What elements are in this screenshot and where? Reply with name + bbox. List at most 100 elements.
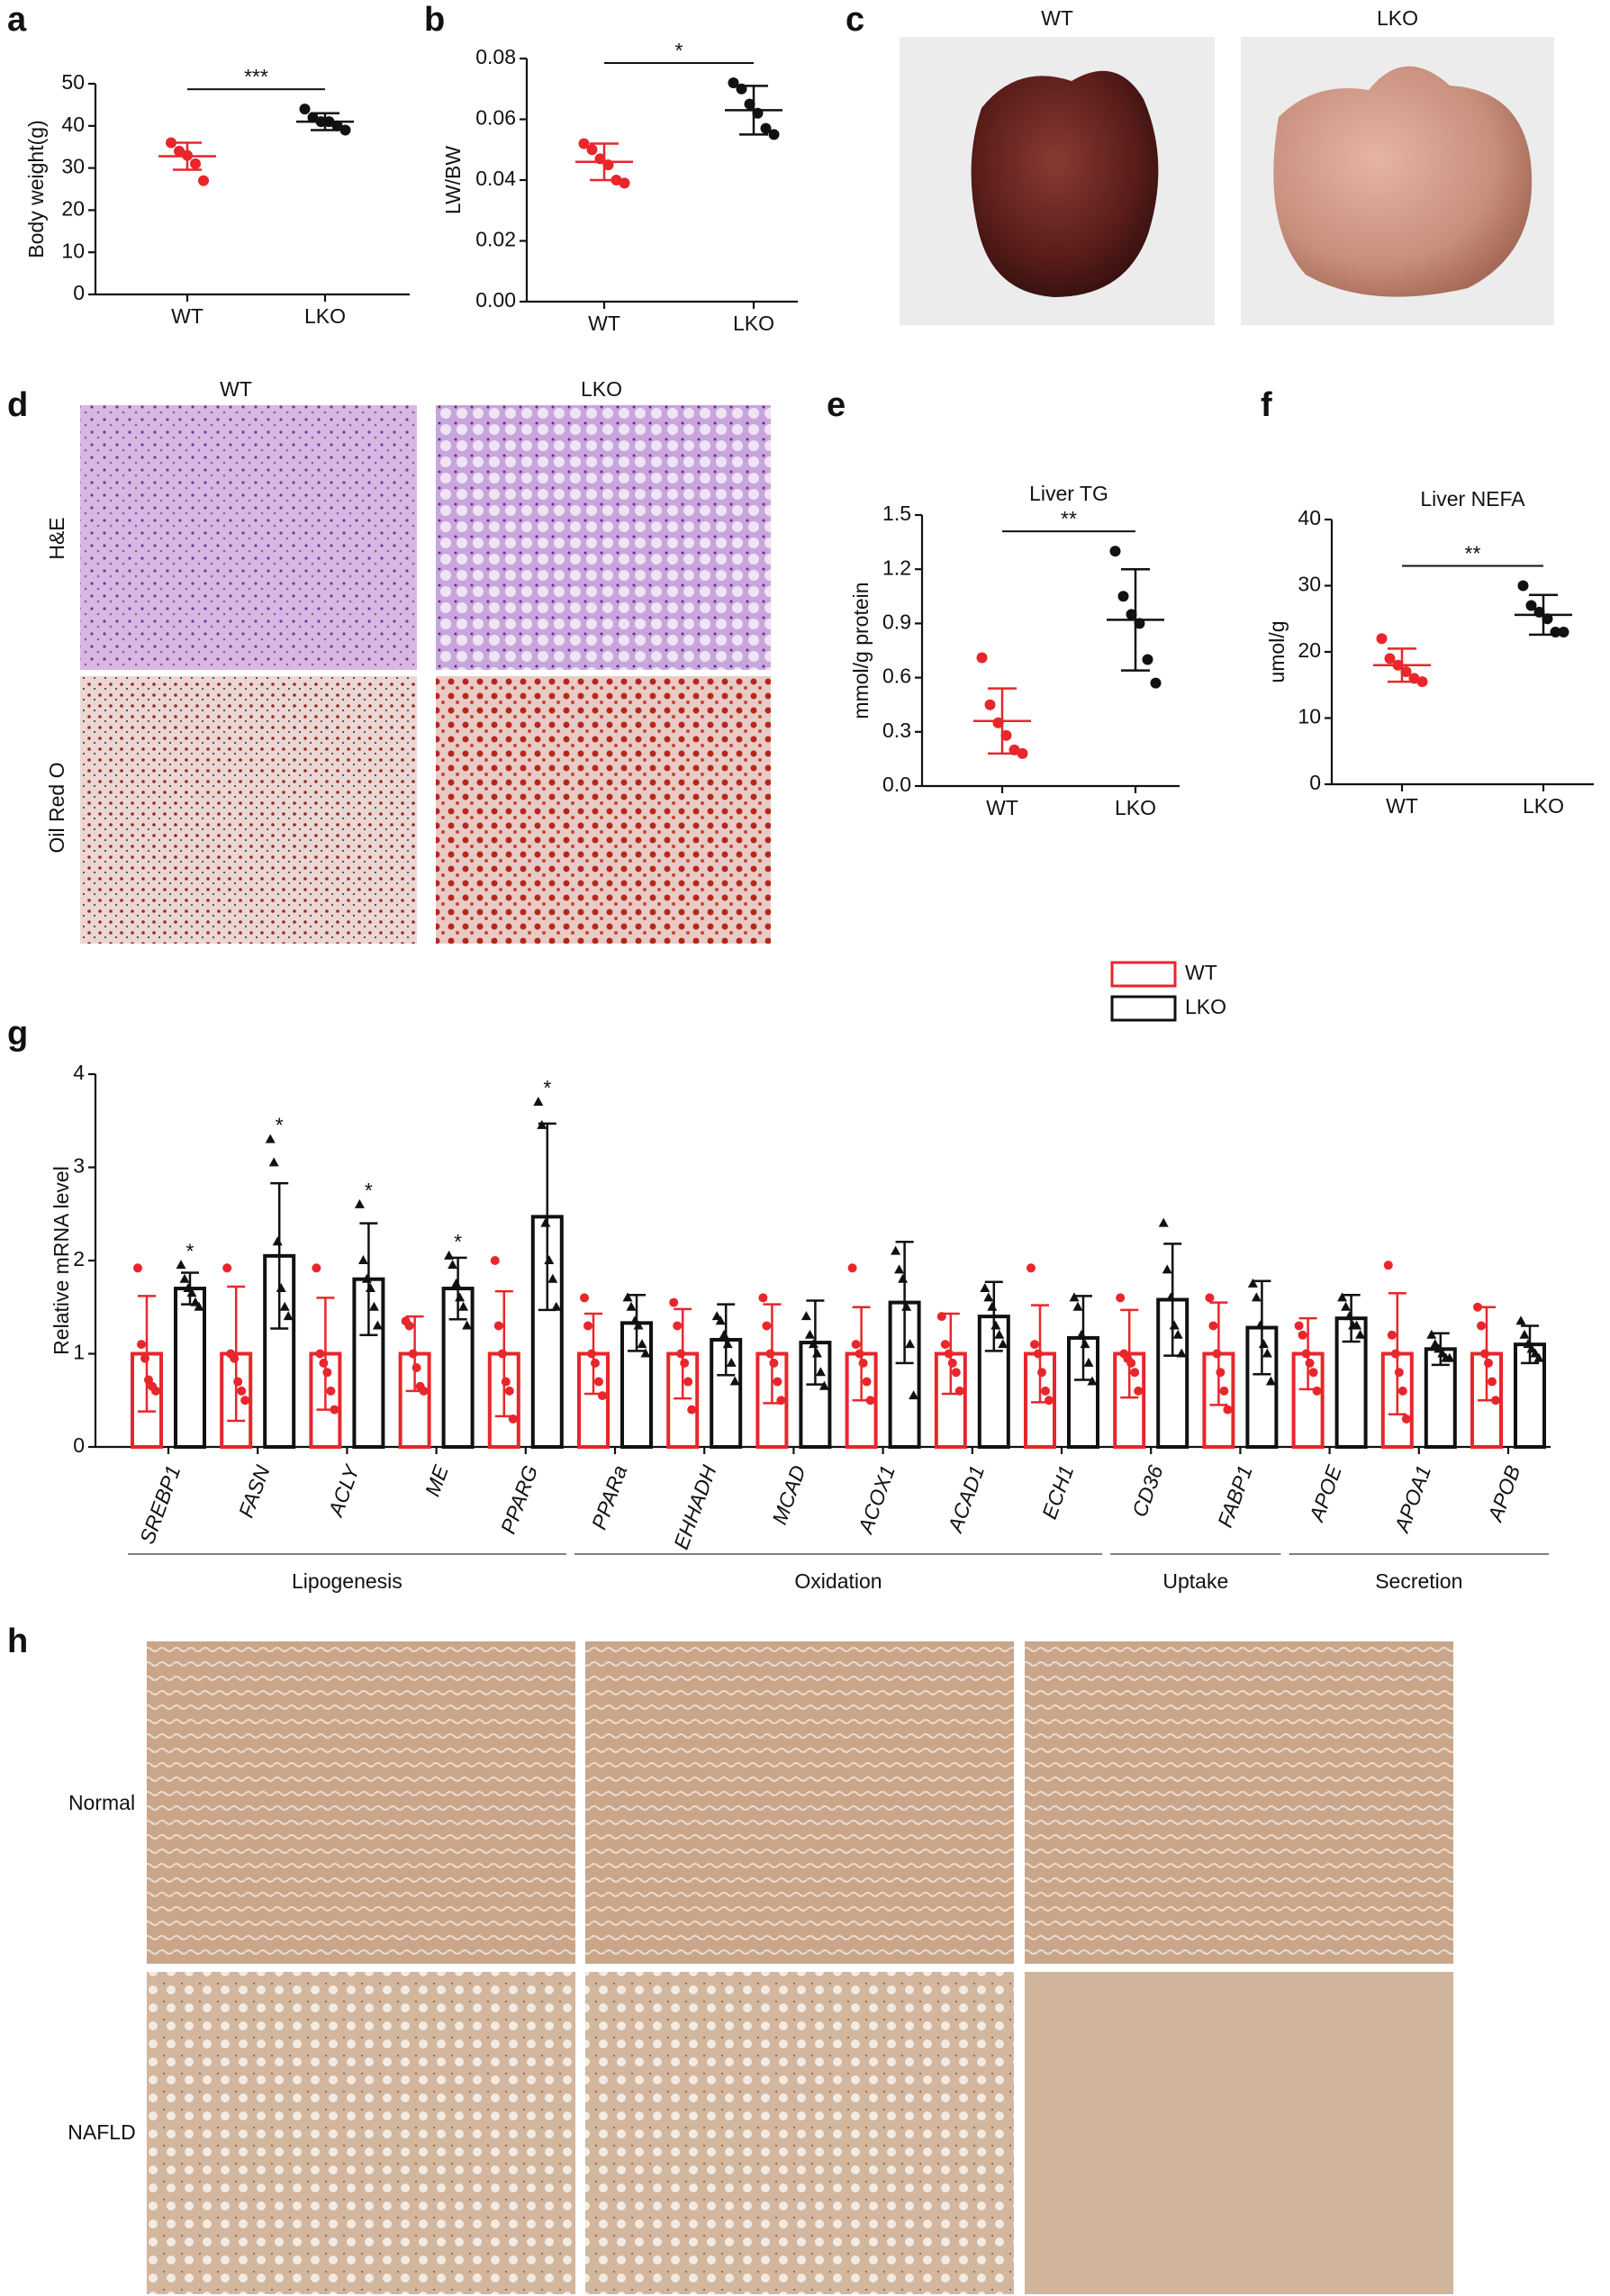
data-point bbox=[1533, 1352, 1544, 1362]
data-point bbox=[851, 1340, 861, 1350]
x-tick-label: ACLY bbox=[323, 1460, 365, 1521]
significance: ** bbox=[1465, 542, 1481, 565]
data-point bbox=[1484, 1358, 1493, 1368]
significance: * bbox=[186, 1239, 194, 1262]
y-tick-label: 20 bbox=[1298, 638, 1321, 662]
data-point bbox=[330, 1405, 339, 1415]
data-point bbox=[1126, 609, 1137, 620]
data-point bbox=[1416, 676, 1428, 688]
data-point bbox=[676, 1349, 686, 1359]
data-point bbox=[279, 1301, 290, 1311]
data-point bbox=[808, 1339, 819, 1349]
data-point bbox=[1017, 747, 1028, 759]
x-tick-label: APOE bbox=[1304, 1461, 1346, 1525]
data-point bbox=[1265, 1376, 1276, 1386]
group-label: Lipogenesis bbox=[292, 1569, 402, 1593]
y-tick-label: 0.06 bbox=[475, 106, 516, 130]
data-point bbox=[1205, 1293, 1215, 1303]
data-point bbox=[1397, 1386, 1407, 1396]
data-point bbox=[1045, 1396, 1054, 1406]
data-point bbox=[1000, 729, 1012, 741]
data-point bbox=[533, 1097, 544, 1107]
x-tick-label: WT bbox=[171, 304, 204, 328]
significance: * bbox=[675, 39, 683, 62]
panel-label: c bbox=[846, 1, 864, 39]
legend-swatch bbox=[1110, 961, 1177, 988]
data-point bbox=[819, 1380, 829, 1390]
data-point bbox=[1344, 1311, 1355, 1321]
panel-label: e bbox=[827, 386, 846, 424]
data-point bbox=[994, 1329, 1005, 1339]
y-tick-label: 20 bbox=[61, 196, 85, 220]
data-point bbox=[1352, 1320, 1362, 1330]
data-point bbox=[1384, 653, 1396, 664]
data-point bbox=[240, 1396, 250, 1406]
data-point bbox=[987, 1301, 998, 1311]
data-point bbox=[1030, 1340, 1039, 1350]
y-tick-label: 1.5 bbox=[882, 502, 911, 525]
x-tick-label: EHHADH bbox=[669, 1462, 721, 1553]
data-point bbox=[984, 699, 996, 710]
data-point bbox=[1298, 1330, 1307, 1340]
y-tick-label: 0.00 bbox=[475, 288, 516, 312]
row-label: H&E bbox=[45, 517, 68, 559]
data-point bbox=[176, 1260, 186, 1270]
data-point bbox=[1401, 1414, 1411, 1424]
data-point bbox=[765, 1349, 775, 1359]
data-point bbox=[233, 1377, 243, 1387]
data-point bbox=[1376, 633, 1388, 645]
y-tick-label: 10 bbox=[61, 239, 85, 262]
data-point bbox=[1165, 1292, 1176, 1302]
data-point bbox=[1517, 580, 1529, 592]
data-point bbox=[1076, 1329, 1087, 1339]
x-tick-label: WT bbox=[986, 796, 1018, 819]
data-point bbox=[760, 122, 772, 134]
data-point bbox=[1525, 600, 1537, 611]
data-point bbox=[230, 1353, 240, 1363]
data-point bbox=[683, 1377, 693, 1387]
data-point bbox=[365, 1283, 375, 1293]
data-point bbox=[1034, 1349, 1043, 1359]
micrograph bbox=[1025, 1641, 1453, 1964]
row-label: Normal bbox=[68, 1791, 135, 1814]
data-point bbox=[847, 1263, 857, 1273]
data-point bbox=[1158, 1217, 1169, 1227]
data-point bbox=[669, 1297, 679, 1307]
data-point bbox=[357, 1255, 368, 1264]
data-point bbox=[458, 1301, 469, 1311]
data-point bbox=[769, 1358, 779, 1368]
data-point bbox=[728, 77, 739, 88]
y-tick-label: 0.04 bbox=[475, 167, 516, 190]
data-point bbox=[265, 1134, 276, 1143]
y-tick-label: 30 bbox=[61, 155, 85, 178]
data-point bbox=[1116, 1293, 1126, 1303]
data-point bbox=[1087, 1376, 1098, 1386]
data-point bbox=[1169, 1320, 1180, 1330]
data-point bbox=[1488, 1377, 1497, 1387]
significance: *** bbox=[244, 65, 268, 88]
y-tick-label: 0 bbox=[73, 281, 85, 304]
data-point bbox=[1109, 546, 1121, 557]
y-tick-label: 0.02 bbox=[475, 228, 516, 251]
x-tick-label: FASN bbox=[234, 1462, 275, 1521]
y-axis-label: umol/g bbox=[1265, 620, 1289, 682]
x-tick-label: ME bbox=[421, 1461, 453, 1499]
y-tick-label: 30 bbox=[1298, 573, 1321, 596]
row-label: NAFLD bbox=[68, 2120, 135, 2144]
data-point bbox=[905, 1339, 916, 1349]
data-point bbox=[372, 1320, 383, 1330]
x-tick-label: PPARG bbox=[496, 1462, 542, 1537]
data-point bbox=[954, 1386, 964, 1396]
micrograph bbox=[436, 676, 771, 944]
data-point bbox=[1444, 1352, 1455, 1362]
y-axis-label: Relative mRNA level bbox=[50, 1166, 73, 1355]
data-point bbox=[1477, 1321, 1486, 1331]
y-tick-label: 1 bbox=[73, 1341, 85, 1364]
data-point bbox=[583, 1321, 592, 1331]
data-point bbox=[497, 1349, 507, 1359]
data-point bbox=[940, 1340, 950, 1350]
data-point bbox=[315, 1349, 325, 1359]
x-tick-label: ECH1 bbox=[1037, 1462, 1078, 1523]
data-point bbox=[1150, 677, 1162, 689]
